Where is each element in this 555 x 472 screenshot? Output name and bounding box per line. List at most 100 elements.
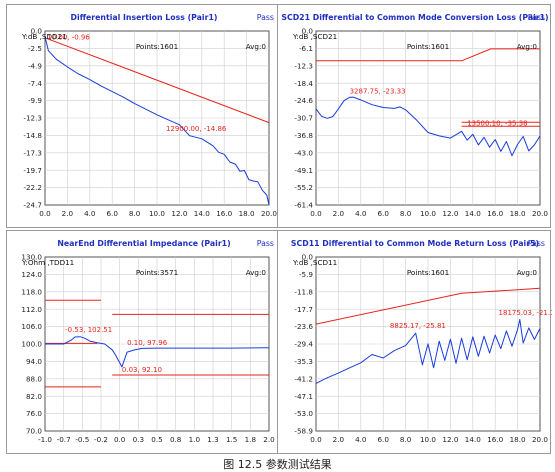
x-tick-label: 4.0 bbox=[355, 209, 367, 218]
data-label: -0.53, 102.51 bbox=[65, 326, 112, 334]
y-tick-label: -14.8 bbox=[23, 131, 42, 140]
chart-svg: 0.0 2.0 4.0 6.0 8.0 10.0 12.0 14.0 16.0 18.0 20.0 0… bbox=[21, 13, 277, 218]
x-tick-label: 1.5 bbox=[226, 435, 237, 444]
figure-caption: 图 12.5 参数测试结果 bbox=[223, 458, 332, 471]
y-tick-label: -12.3 bbox=[23, 114, 42, 123]
y-tick-label: -4.9 bbox=[28, 61, 42, 70]
x-tick-label: 14.0 bbox=[465, 435, 481, 444]
x-tick-label: 8.0 bbox=[129, 209, 141, 218]
y-tick-label: -47.1 bbox=[294, 392, 313, 401]
x-tick-label: 4.0 bbox=[84, 209, 96, 218]
series-line-3 bbox=[315, 96, 541, 157]
x-tick-label: 0.0 bbox=[114, 435, 126, 444]
chart-title: NearEnd Differential Impedance (Pair1) bbox=[57, 239, 230, 248]
y-tick-label: -5.9 bbox=[299, 270, 313, 279]
x-tick-label: 10.0 bbox=[149, 209, 165, 218]
status-label: Pass bbox=[257, 13, 274, 22]
x-tick-label: 20.0 bbox=[261, 209, 277, 218]
y-tick-label: -43.0 bbox=[294, 148, 313, 157]
points-label: Points:1601 bbox=[407, 42, 449, 51]
y-tick-label: -49.1 bbox=[294, 166, 313, 175]
y-tick-label: 124.0 bbox=[21, 270, 42, 279]
data-label: 12900.00, -14.86 bbox=[166, 125, 227, 133]
points-label: Points:3571 bbox=[136, 268, 178, 277]
x-tick-label: -0.2 bbox=[94, 435, 108, 444]
y-tick-label: 0.0 bbox=[302, 27, 314, 36]
x-tick-label: 0.3 bbox=[133, 435, 144, 444]
chart-panel-impedance: -1.0 -0.7 -0.5 -0.2 0.0 0.3 0.5 0.8 1.0 1.3 1.5 1.8… bbox=[6, 230, 280, 454]
series-line-0 bbox=[44, 37, 270, 124]
chart-panel-scd21-conversion-loss: 0.0 2.0 4.0 6.0 8.0 10.0 12.0 14.0 16.0 18.0 20.0 0… bbox=[277, 4, 551, 228]
data-label: 0.10, 97.96 bbox=[127, 339, 168, 347]
x-tick-label: 0.8 bbox=[170, 435, 182, 444]
y-tick-label: -53.0 bbox=[294, 409, 313, 418]
x-tick-label: 8.0 bbox=[400, 435, 412, 444]
y-tick-label: -22.2 bbox=[23, 183, 42, 192]
y-tick-label: -30.7 bbox=[294, 114, 313, 123]
x-tick-label: 16.0 bbox=[487, 435, 503, 444]
y-tick-label: 70.0 bbox=[26, 427, 42, 436]
y-tick-label: -2.5 bbox=[28, 44, 42, 53]
x-tick-label: 12.0 bbox=[442, 435, 458, 444]
x-tick-label: 18.0 bbox=[510, 435, 526, 444]
data-label: 0.03, 92.10 bbox=[122, 366, 162, 374]
chart-svg: 0.0 2.0 4.0 6.0 8.0 10.0 12.0 14.0 16.0 18.0 20.0 0… bbox=[291, 239, 552, 444]
x-tick-label: -0.5 bbox=[75, 435, 89, 444]
x-tick-label: 0.0 bbox=[310, 435, 322, 444]
avg-label: Avg:0 bbox=[517, 42, 538, 51]
series-line-1 bbox=[315, 319, 541, 384]
y-tick-label: -41.2 bbox=[294, 374, 313, 383]
y-tick-label: -58.9 bbox=[294, 427, 313, 436]
y-tick-label: -9.9 bbox=[28, 96, 42, 105]
x-tick-label: 14.0 bbox=[465, 209, 481, 218]
y-tick-label: -35.3 bbox=[294, 357, 313, 366]
avg-label: Avg:0 bbox=[517, 268, 538, 277]
status-label: Pass bbox=[528, 239, 545, 248]
points-label: Points:1601 bbox=[407, 268, 449, 277]
series-line-5 bbox=[45, 336, 270, 368]
x-tick-label: 6.0 bbox=[377, 209, 389, 218]
chart-svg: 0.0 2.0 4.0 6.0 8.0 10.0 12.0 14.0 16.0 18.0 20.0 0… bbox=[281, 13, 548, 218]
y-tick-label: 106.0 bbox=[21, 322, 42, 331]
x-tick-label: 16.0 bbox=[216, 209, 232, 218]
data-label: 13500.10, -35.38 bbox=[467, 120, 527, 128]
chart-title: SCD21 Differential to Common Mode Conver… bbox=[281, 13, 548, 22]
data-label: 8825.17, -25.81 bbox=[390, 322, 446, 330]
y-axis-label: Y:dB ,SCD21 bbox=[292, 32, 337, 41]
y-tick-label: 88.0 bbox=[26, 374, 42, 383]
data-label: 3287.75, -23.33 bbox=[350, 87, 406, 95]
x-tick-label: 8.0 bbox=[400, 209, 412, 218]
x-tick-label: 1.3 bbox=[207, 435, 218, 444]
x-tick-label: 18.0 bbox=[510, 209, 526, 218]
x-tick-label: 1.8 bbox=[245, 435, 257, 444]
y-tick-label: -17.7 bbox=[294, 305, 313, 314]
x-tick-label: 18.0 bbox=[239, 209, 255, 218]
y-tick-label: -6.1 bbox=[299, 44, 313, 53]
series-line-1 bbox=[44, 36, 270, 206]
x-tick-label: 16.0 bbox=[487, 209, 503, 218]
y-tick-label: -11.8 bbox=[294, 287, 313, 296]
y-tick-label: 0.0 bbox=[302, 253, 314, 262]
y-tick-label: -36.8 bbox=[294, 131, 313, 140]
y-tick-label: 94.0 bbox=[26, 357, 42, 366]
y-tick-label: -7.4 bbox=[28, 79, 42, 88]
x-tick-label: 12.0 bbox=[442, 209, 458, 218]
avg-label: Avg:0 bbox=[246, 268, 267, 277]
x-tick-label: 20.0 bbox=[532, 435, 548, 444]
x-tick-label: 14.0 bbox=[194, 209, 210, 218]
x-tick-label: 0.0 bbox=[310, 209, 322, 218]
y-tick-label: 130.0 bbox=[21, 253, 42, 262]
x-tick-label: 0.5 bbox=[151, 435, 162, 444]
y-tick-label: 0.0 bbox=[31, 27, 43, 36]
avg-label: Avg:0 bbox=[246, 42, 267, 51]
chart-svg: -1.0 -0.7 -0.5 -0.2 0.0 0.3 0.5 0.8 1.0 1.3 1.5 1.8… bbox=[21, 239, 275, 444]
y-tick-label: 76.0 bbox=[26, 409, 42, 418]
y-tick-label: -29.4 bbox=[294, 340, 313, 349]
y-tick-label: -12.3 bbox=[294, 61, 313, 70]
y-axis-label: Y:dB ,SCD11 bbox=[292, 258, 337, 267]
y-tick-label: -19.7 bbox=[23, 166, 42, 175]
points-label: Points:1601 bbox=[136, 42, 178, 51]
y-tick-label: -61.4 bbox=[294, 201, 313, 210]
x-tick-label: 2.0 bbox=[263, 435, 275, 444]
x-tick-label: 10.0 bbox=[420, 209, 436, 218]
